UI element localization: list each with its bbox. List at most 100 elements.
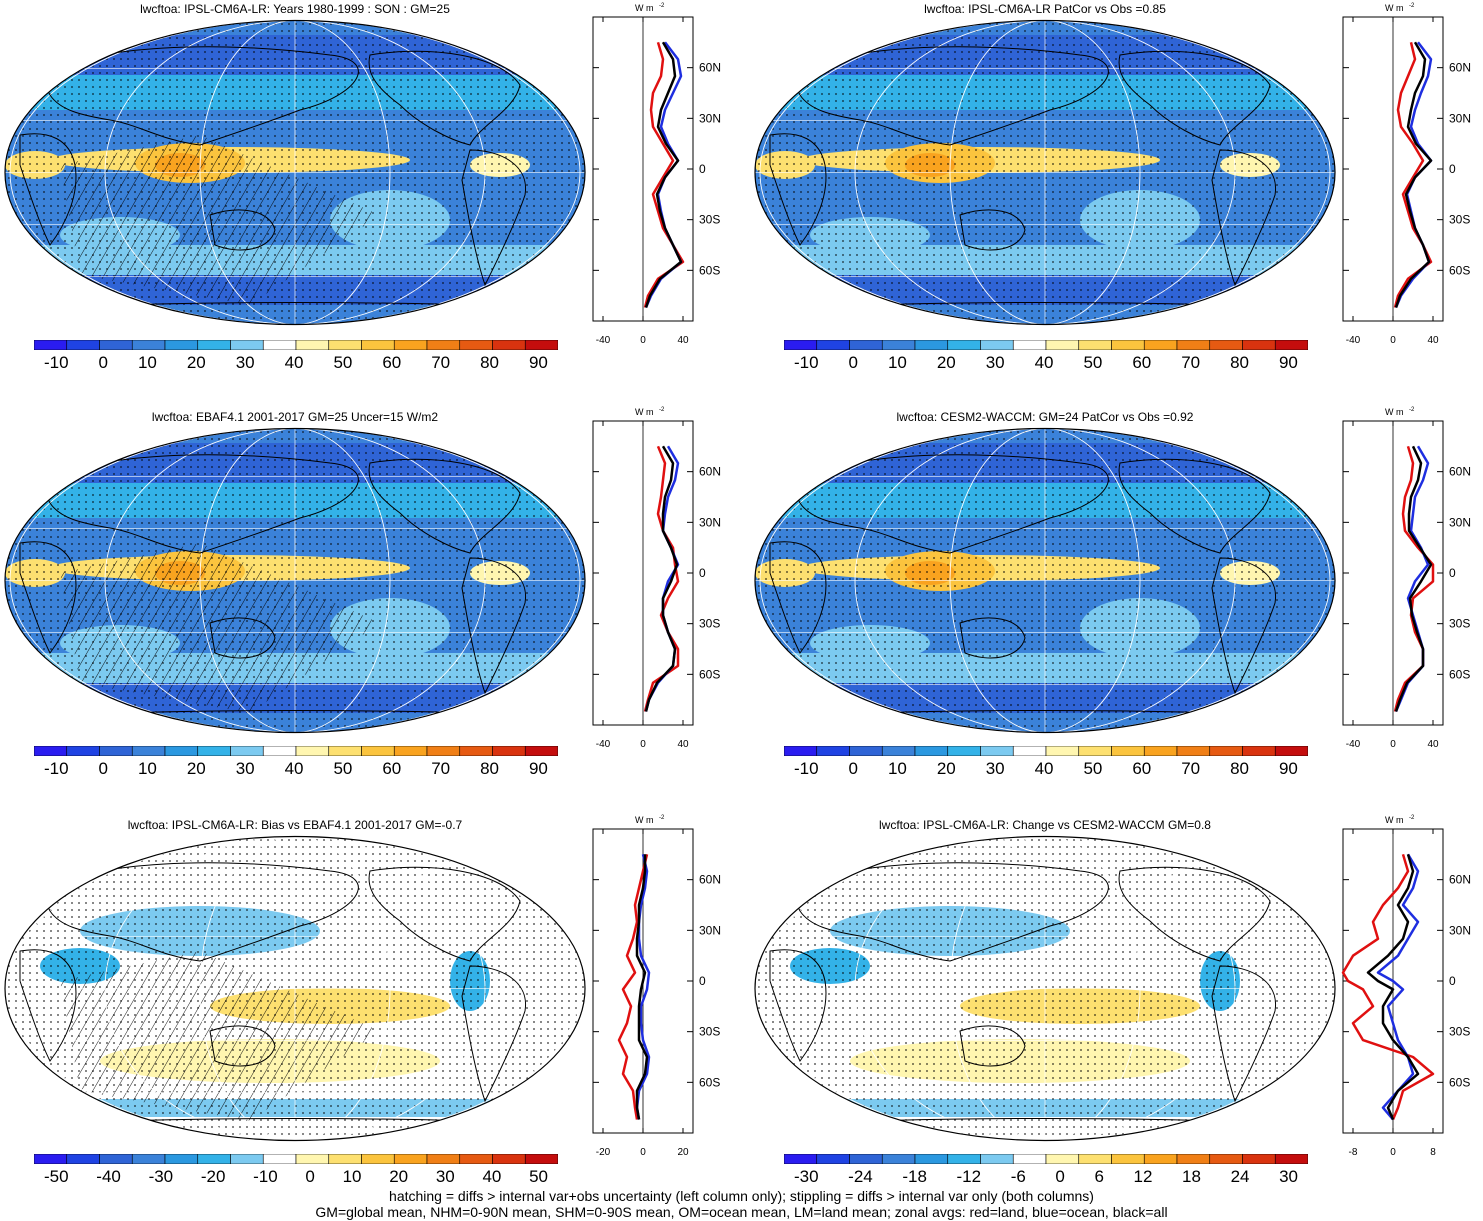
zonal-y-tick-label: 60S (1449, 667, 1470, 681)
map-title: lwcftoa: IPSL-CM6A-LR: Years 1980-1999 :… (140, 2, 450, 16)
colorbar-labels: -10 0 10 20 30 40 50 60 70 80 90 (784, 353, 1308, 373)
eurasia-outline (39, 862, 359, 962)
colorbar-swatch (524, 1154, 558, 1164)
colorbar-swatch (914, 340, 949, 350)
colorbar-swatch (1274, 1154, 1308, 1164)
zonal-series-all (644, 445, 679, 712)
colorbar-labels: -10 0 10 20 30 40 50 60 70 80 90 (34, 353, 558, 373)
colorbar-swatch (1045, 340, 1080, 350)
colorbar-tick-label: 20 (936, 759, 956, 778)
graticule-lon (9, 20, 581, 325)
colorbar-tick-label: 40 (284, 353, 304, 372)
colorbar-tick-label: 80 (480, 353, 499, 372)
north-america-outline (368, 866, 521, 962)
colorbar (784, 746, 1308, 756)
map-border (754, 835, 1336, 1142)
map-border (4, 835, 586, 1142)
colorbar-swatch (881, 340, 916, 350)
colorbar-swatch (947, 340, 981, 350)
zonal-series-all (635, 854, 649, 1120)
colorbar-tick-label: 30 (235, 759, 255, 778)
colorbar-swatch (980, 746, 1014, 756)
colorbar-tick-label: -10 (44, 759, 69, 778)
colorbar (34, 340, 558, 350)
colorbar-swatch (1242, 746, 1276, 756)
colorbar-swatch (524, 340, 558, 350)
colorbar-tick-label: 40 (1034, 759, 1054, 778)
colorbar-tick-label: 20 (936, 353, 956, 372)
colorbar-swatch (947, 1154, 981, 1164)
zonal-unit-label: W m (635, 815, 654, 825)
zonal-x-tick-label: 0 (640, 335, 646, 346)
colorbar-swatch (295, 746, 330, 756)
colorbar-swatch (230, 746, 264, 756)
zonal-y-tick-label: 30S (699, 213, 720, 227)
world-map (754, 19, 1336, 326)
colorbar-swatch (1143, 340, 1178, 350)
north-america-outline (1118, 458, 1271, 554)
australia-outline (209, 209, 276, 251)
africa-outline (19, 949, 77, 1062)
world-map (4, 427, 586, 734)
zonal-unit-label: W m (635, 407, 654, 417)
graticule-lon (854, 20, 1236, 325)
colorbar-tick-label: -24 (848, 1167, 873, 1186)
colorbar-tick-label: 70 (1181, 759, 1201, 778)
zonal-mean-plot: W m -2 60N 30N 0 30S 60S -40 0 40 (1342, 3, 1471, 346)
colorbar-tick-label: -6 (1010, 1167, 1026, 1186)
colorbar-swatch (393, 746, 428, 756)
colorbar-swatch (816, 1154, 850, 1164)
colorbar-swatch (164, 340, 199, 350)
zonal-x-tick-label: 0 (1390, 739, 1396, 750)
zonal-y-tick-label: 60S (1449, 263, 1470, 277)
colorbar-labels: -50 -40 -30 -20 -10 0 10 20 30 40 50 (34, 1167, 558, 1187)
colorbar-tick-label: -30 (148, 1167, 174, 1186)
zonal-series-all (1394, 445, 1433, 712)
colorbar-swatch (295, 1154, 330, 1164)
graticule-lon (759, 428, 1331, 733)
zonal-unit-superscript: -2 (659, 407, 665, 413)
map-field (5, 20, 585, 325)
colorbar-swatch (849, 746, 883, 756)
south-america-outline (1211, 557, 1276, 695)
colorbar-tick-label: 10 (137, 759, 157, 778)
colorbar-swatch (849, 340, 883, 350)
colorbar-tick-label: -30 (794, 1167, 819, 1186)
map-field (5, 428, 585, 733)
graticule-lon (854, 836, 1236, 1141)
colorbar-tick-label: 60 (1132, 759, 1152, 778)
colorbar-swatch (1209, 746, 1243, 756)
colorbar-swatch (980, 1154, 1014, 1164)
footnote-line-2: GM=global mean, NHM=0-90N mean, SHM=0-90… (315, 1204, 1168, 1220)
graticule-lon (759, 836, 1331, 1141)
map-border (754, 427, 1336, 734)
zonal-unit-superscript: -2 (659, 3, 665, 9)
colorbar-tick-label: 60 (382, 759, 402, 778)
zonal-y-tick-label: 30N (1449, 515, 1471, 529)
colorbar (34, 746, 558, 756)
graticule-lon (9, 428, 581, 733)
zonal-x-tick-label: 40 (677, 739, 689, 750)
colorbar-swatch (1111, 340, 1145, 350)
colorbar-labels: -10 0 10 20 30 40 50 60 70 80 90 (784, 759, 1308, 779)
graticule-lon (949, 428, 1141, 733)
colorbar-swatch (1078, 1154, 1112, 1164)
zonal-x-tick-label: -40 (596, 739, 611, 750)
south-america-outline (1211, 965, 1276, 1103)
zonal-y-tick-label: 60S (1449, 1075, 1470, 1089)
africa-outline (19, 541, 77, 654)
zonal-x-tick-label: 0 (1390, 335, 1396, 346)
colorbar-swatch (1012, 746, 1047, 756)
zonal-x-tick-label: -8 (1349, 1147, 1358, 1158)
colorbar-swatch (881, 1154, 916, 1164)
zonal-y-tick-label: 60N (699, 873, 721, 887)
hatching (60, 951, 380, 1121)
colorbar-swatch (361, 746, 395, 756)
zonal-series-land (617, 854, 649, 1120)
colorbar-tick-label: 20 (186, 759, 206, 778)
colorbar-tick-label: 40 (482, 1167, 502, 1186)
colorbar-swatch (492, 746, 526, 756)
zonal-x-tick-label: -20 (596, 1147, 611, 1158)
hatching (60, 135, 380, 305)
colorbar-swatch (131, 746, 166, 756)
